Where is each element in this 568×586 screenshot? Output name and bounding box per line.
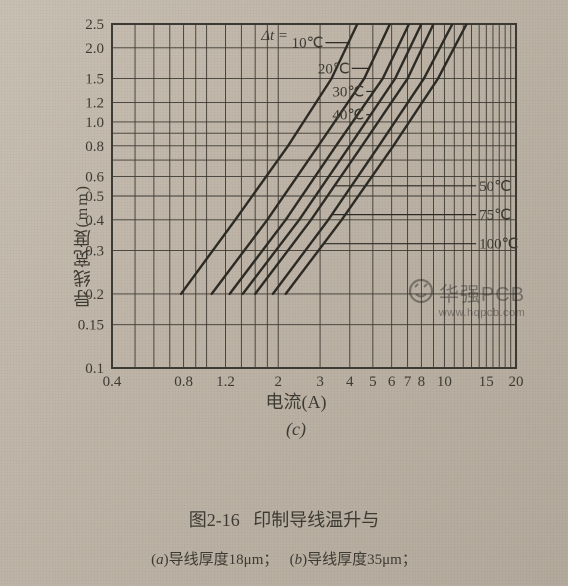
- x-axis-title: 电流(A): [56, 388, 536, 414]
- chart-container: 0.40.81.223456781015200.10.150.20.30.40.…: [56, 14, 536, 444]
- y-axis-title-text: 导线宽度: [73, 228, 93, 308]
- chart-svg: 0.40.81.223456781015200.10.150.20.30.40.…: [56, 14, 536, 444]
- x-axis-title-text: 电流: [266, 392, 302, 412]
- caption-a: 导线厚度18μm；: [169, 552, 279, 568]
- figure-caption: 图2-16 印制导线温升与 (a)导线厚度18μm； (b)导线厚度35μm；: [0, 506, 568, 569]
- page-background: 0.40.81.223456781015200.10.150.20.30.40.…: [0, 0, 568, 586]
- svg-text:0.1: 0.1: [85, 361, 104, 377]
- figure-number: 图2-16: [189, 510, 240, 530]
- caption-b: 导线厚度35μm；: [307, 552, 417, 568]
- svg-text:75℃: 75℃: [479, 208, 511, 224]
- svg-text:1.0: 1.0: [85, 115, 104, 131]
- svg-text:2.5: 2.5: [85, 17, 104, 33]
- figure-title: 印制导线温升与: [253, 510, 379, 530]
- svg-text:1.2: 1.2: [85, 95, 104, 111]
- y-axis-title: 导线宽度(mm): [70, 184, 96, 308]
- svg-text:1.5: 1.5: [85, 72, 104, 88]
- svg-text:0.8: 0.8: [85, 139, 104, 155]
- svg-text:10℃: 10℃: [292, 36, 324, 52]
- svg-text:2.0: 2.0: [85, 41, 104, 57]
- y-axis-title-unit: (mm): [74, 184, 91, 228]
- svg-text:0.15: 0.15: [78, 318, 104, 334]
- svg-text:20℃: 20℃: [318, 61, 350, 77]
- x-axis-title-unit: (A): [302, 392, 327, 412]
- svg-text:40℃: 40℃: [332, 108, 364, 124]
- subplot-label: (c): [56, 419, 536, 440]
- svg-text:30℃: 30℃: [332, 84, 364, 100]
- svg-text:Δt =: Δt =: [260, 28, 288, 44]
- svg-text:50℃: 50℃: [479, 179, 511, 195]
- svg-text:100℃: 100℃: [479, 237, 518, 253]
